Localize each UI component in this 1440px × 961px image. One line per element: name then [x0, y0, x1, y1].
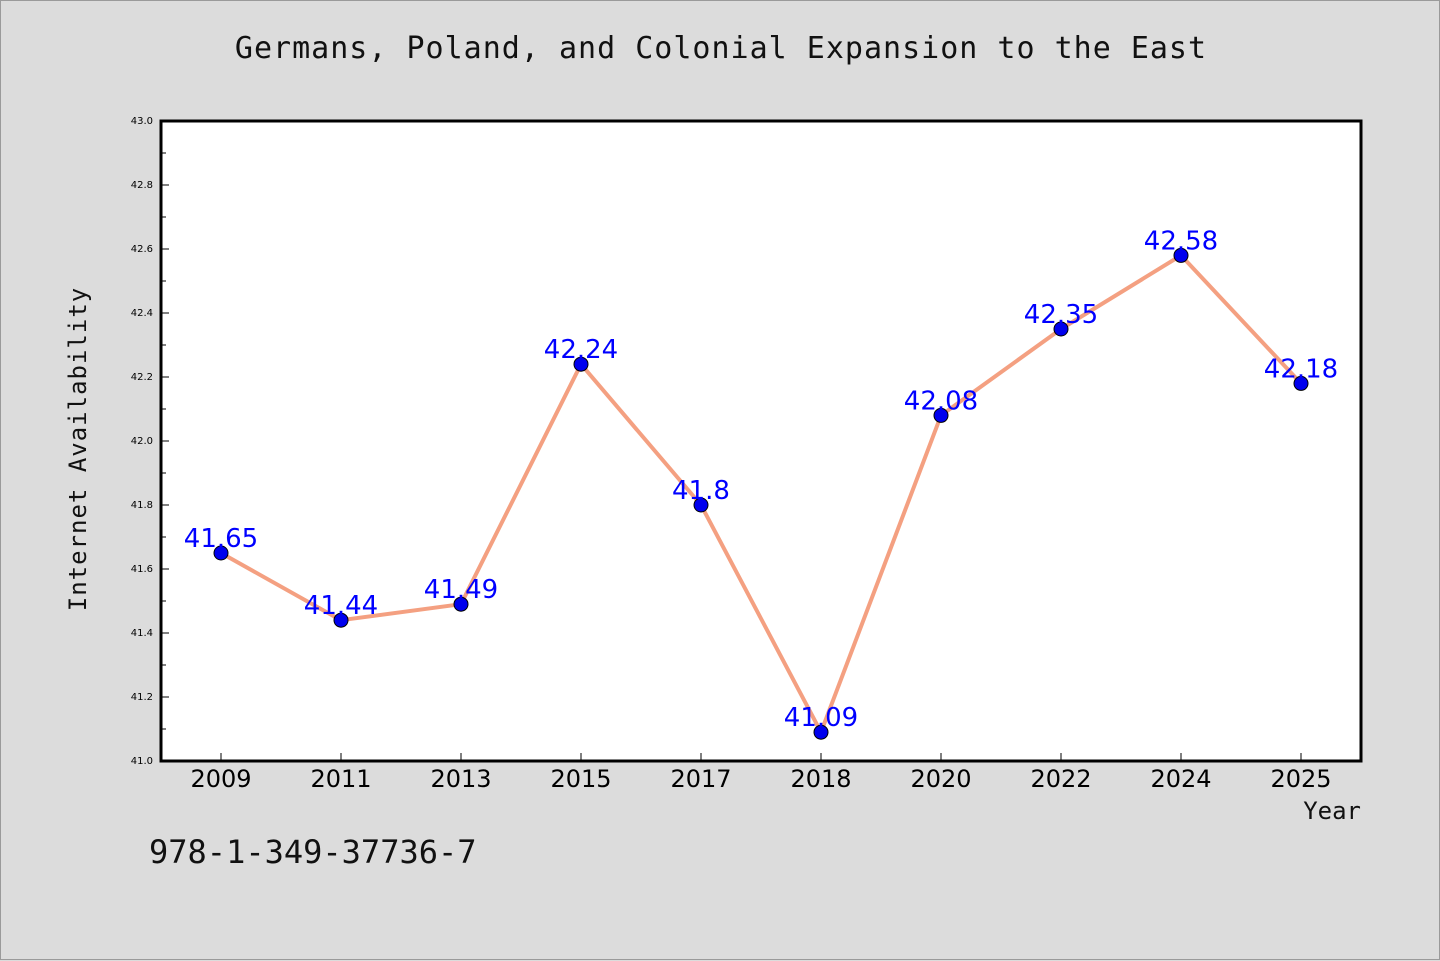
data-point	[573, 356, 589, 372]
data-label: 42.08	[904, 386, 978, 416]
data-point	[1053, 321, 1069, 337]
x-tick-label: 2013	[430, 765, 491, 793]
y-tick-label: 41.2	[131, 692, 153, 703]
y-tick-label: 42.2	[131, 372, 153, 383]
chart-title: Germans, Poland, and Colonial Expansion …	[234, 31, 1208, 66]
x-tick-label: 2009	[190, 765, 251, 793]
data-label: 41.49	[424, 575, 498, 605]
plot-area	[159, 119, 1363, 763]
data-label: 42.35	[1024, 300, 1098, 330]
x-tick-label: 2011	[310, 765, 371, 793]
data-label: 42.58	[1144, 226, 1218, 256]
x-tick-label: 2017	[670, 765, 731, 793]
y-tick-label: 41.8	[131, 500, 153, 511]
x-tick-label: 2022	[1030, 765, 1091, 793]
y-tick-label: 42.8	[131, 180, 153, 191]
data-label: 41.8	[672, 476, 730, 506]
data-point	[333, 612, 349, 628]
y-tick-label: 41.4	[131, 628, 153, 639]
data-point	[213, 545, 229, 561]
x-tick-label: 2020	[910, 765, 971, 793]
series-line	[220, 253, 1303, 735]
y-tick-label: 41.6	[131, 564, 153, 575]
y-tick-label: 42.4	[131, 308, 153, 319]
data-label: 41.65	[184, 524, 258, 554]
isbn-text: 978-1-349-37736-7	[149, 833, 477, 871]
x-tick-label: 2025	[1270, 765, 1331, 793]
data-point	[1293, 375, 1309, 391]
data-label: 42.18	[1264, 354, 1338, 384]
y-tick-label: 41.0	[131, 756, 153, 767]
data-point	[1173, 247, 1189, 263]
y-tick-label: 42.0	[131, 436, 153, 447]
data-label: 41.09	[784, 703, 858, 733]
data-label: 41.44	[304, 591, 378, 621]
y-tick-label: 42.6	[131, 244, 153, 255]
data-point	[813, 724, 829, 740]
x-axis-label: Year	[1303, 797, 1361, 825]
data-point	[453, 596, 469, 612]
x-tick-label: 2024	[1150, 765, 1211, 793]
y-axis-label: Internet Availability	[64, 286, 92, 612]
y-tick-label: 43.0	[131, 116, 153, 127]
data-label: 42.24	[544, 335, 618, 365]
x-tick-label: 2018	[790, 765, 851, 793]
data-point	[693, 497, 709, 513]
data-point	[933, 407, 949, 423]
x-tick-label: 2015	[550, 765, 611, 793]
